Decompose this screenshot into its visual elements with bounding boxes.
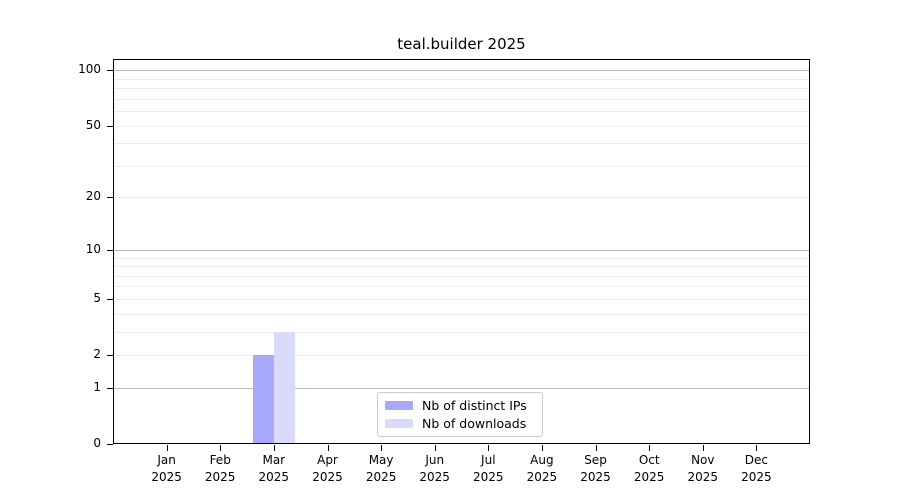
legend-label-downloads: Nb of downloads [422,416,527,431]
y-tick-mark [107,197,113,199]
major-gridline [113,249,810,251]
x-tick-label: Nov 2025 [687,453,719,484]
legend-swatch-distinct-ips [385,401,413,410]
y-tick-mark [107,70,113,72]
chart-title: teal.builder 2025 [397,35,526,53]
minor-gridline [113,355,810,356]
x-tick-label: Aug 2025 [526,453,558,484]
legend: Nb of distinct IPs Nb of downloads [377,392,543,437]
minor-gridline [113,111,810,113]
y-tick-mark [107,444,113,445]
minor-gridline [113,88,810,90]
x-tick-label: Apr 2025 [312,453,343,484]
minor-gridline [113,286,810,288]
major-gridline [113,387,810,389]
minor-gridline [113,78,810,80]
x-tick-mark [434,445,436,451]
x-tick-label: May 2025 [365,453,397,484]
x-tick-label: Oct 2025 [633,453,665,484]
x-tick-label: Feb 2025 [204,453,236,484]
x-tick-mark [273,445,275,451]
minor-gridline [113,313,810,315]
x-tick-label: Jul 2025 [473,453,504,484]
legend-item-downloads: Nb of downloads [385,416,535,431]
bar-distinct_ips-mar [252,355,274,444]
x-tick-label: Sep 2025 [580,453,611,484]
y-tick-mark [107,298,113,300]
minor-gridline [113,266,810,267]
y-tick-label: 0 [93,436,101,450]
legend-swatch-downloads [385,419,413,428]
x-tick-mark [381,445,383,451]
minor-gridline [113,257,810,259]
y-tick-mark [107,355,113,356]
y-tick-label: 100 [78,62,101,77]
x-tick-mark [541,445,543,451]
x-tick-mark [488,445,490,451]
bar-downloads-mar [273,331,295,444]
minor-gridline [113,165,810,167]
y-tick-mark [107,249,113,251]
x-tick-label: Jun 2025 [419,453,450,484]
y-tick-label: 50 [85,117,101,132]
minor-gridline [113,143,810,145]
minor-gridline [113,197,810,199]
x-tick-mark [220,445,222,451]
x-tick-mark [756,445,758,451]
x-tick-mark [166,445,168,451]
x-tick-label: Mar 2025 [258,453,290,484]
minor-gridline [113,331,810,333]
minor-gridline [113,98,810,100]
x-tick-mark [327,445,329,451]
minor-gridline [113,275,810,277]
x-tick-mark [595,445,597,451]
y-tick-label: 2 [93,347,101,361]
y-tick-label: 5 [93,290,101,305]
x-tick-mark [649,445,651,451]
y-tick-label: 10 [85,241,101,256]
x-tick-mark [702,445,704,451]
minor-gridline [113,298,810,300]
major-gridline [113,70,810,72]
minor-gridline [113,125,810,127]
y-tick-mark [107,125,113,127]
plot-frame [113,59,810,444]
x-tick-label: Dec 2025 [741,453,772,484]
y-tick-mark [107,387,113,389]
y-tick-label: 20 [85,189,101,204]
legend-label-distinct-ips: Nb of distinct IPs [422,398,527,413]
x-tick-label: Jan 2025 [151,453,182,484]
legend-item-distinct-ips: Nb of distinct IPs [385,398,535,413]
y-tick-label: 1 [93,379,101,394]
